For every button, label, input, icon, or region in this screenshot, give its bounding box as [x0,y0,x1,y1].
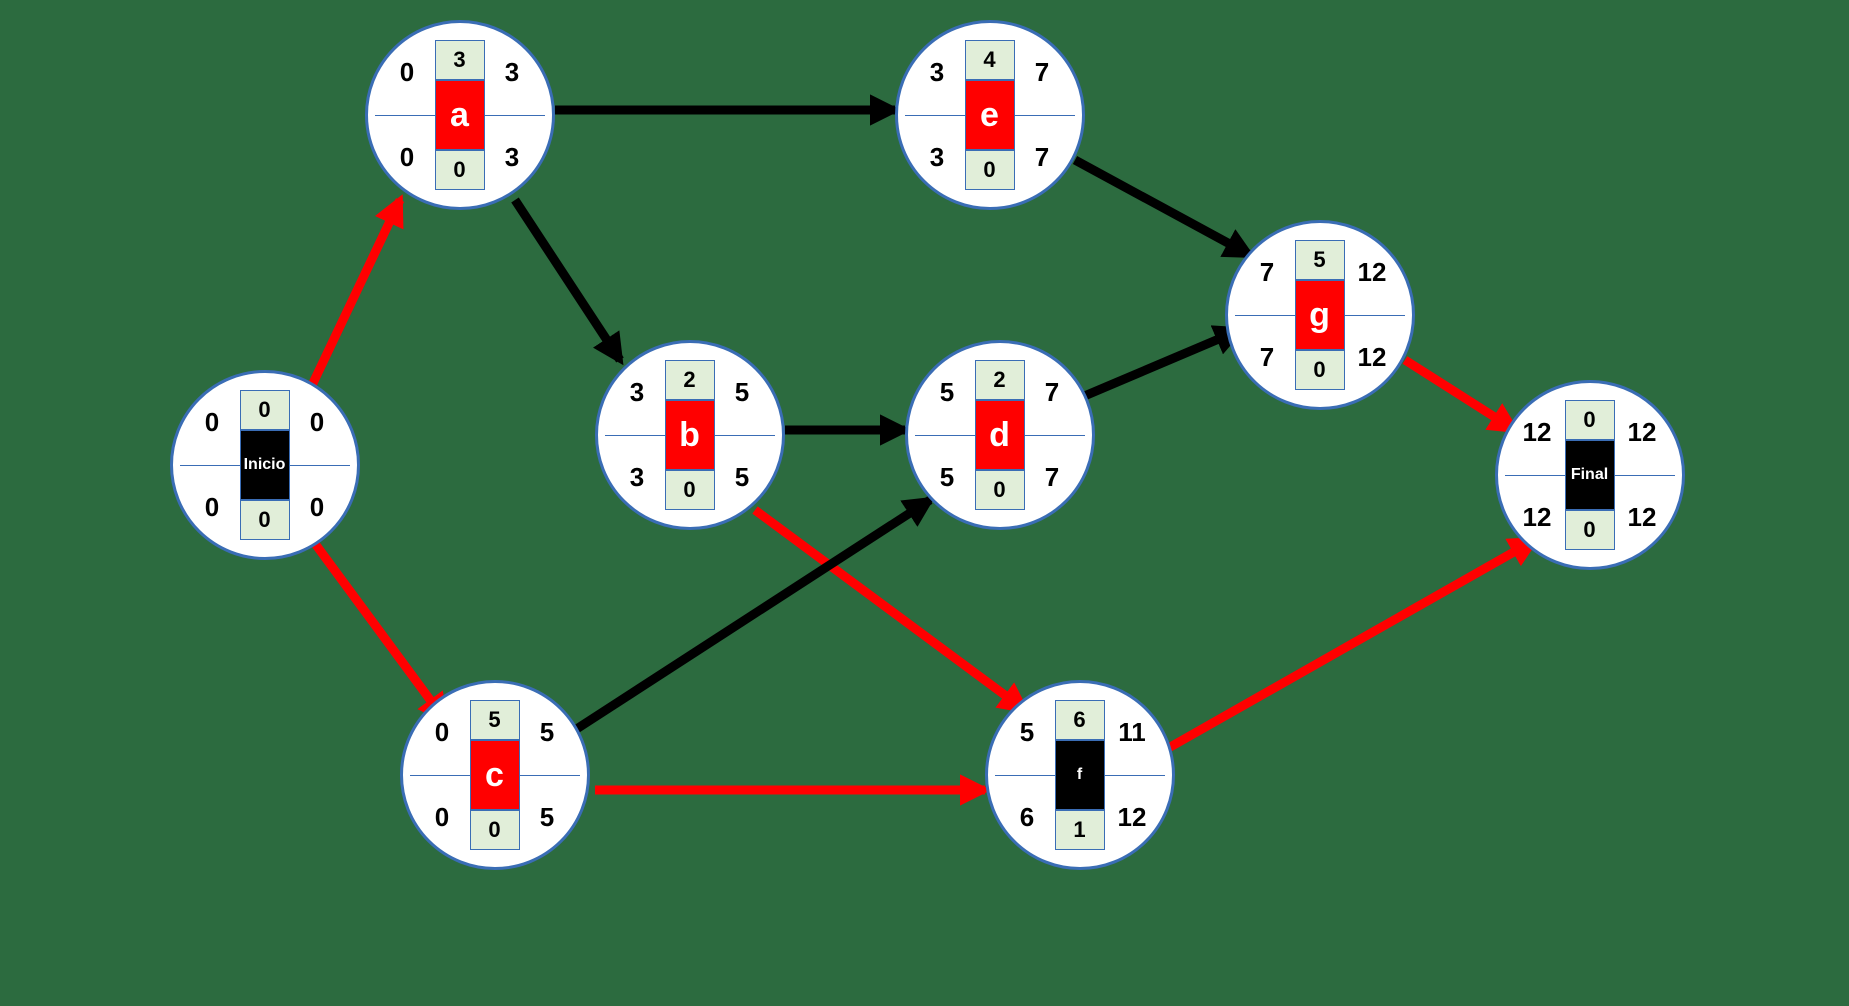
node-c-ef: 5 [520,705,575,760]
node-e-lf: 7 [1015,130,1070,185]
node-final-slack: 0 [1565,510,1615,550]
node-c-lf: 5 [520,790,575,845]
node-inicio-slack: 0 [240,500,290,540]
node-inicio-lf: 0 [290,480,345,535]
node-b-es: 3 [610,365,665,420]
node-c-es: 0 [415,705,470,760]
node-b-ef: 5 [715,365,770,420]
node-inicio-lbl: Inicio [240,430,290,500]
diagram-canvas: 00Inicio000030a030320b353550c050520d5757… [155,0,1695,842]
node-a-dur: 3 [435,40,485,80]
node-d-slack: 0 [975,470,1025,510]
node-final-dur: 0 [1565,400,1615,440]
node-e-slack: 0 [965,150,1015,190]
edge-f-final [1165,540,1535,750]
node-final-es: 12 [1510,405,1565,460]
edge-inicio-c [305,530,445,720]
node-a-ef: 3 [485,45,540,100]
edge-d-g [1075,330,1240,400]
edge-e-g [1075,160,1250,255]
node-inicio-ls: 0 [185,480,240,535]
node-e-ls: 3 [910,130,965,185]
node-c-ls: 0 [415,790,470,845]
edge-inicio-a [305,200,400,400]
node-d-ls: 5 [920,450,975,505]
node-e-ef: 7 [1015,45,1070,100]
node-b-ls: 3 [610,450,665,505]
node-d: 2 0d5757 [905,340,1095,530]
node-final-lf: 12 [1615,490,1670,545]
node-a-lf: 3 [485,130,540,185]
node-b-lf: 5 [715,450,770,505]
node-final-ef: 12 [1615,405,1670,460]
node-g-ef: 12 [1345,245,1400,300]
edge-g-final [1405,360,1515,430]
node-g-slack: 0 [1295,350,1345,390]
node-g-dur: 5 [1295,240,1345,280]
node-b-slack: 0 [665,470,715,510]
node-g-ls: 7 [1240,330,1295,385]
node-b: 2 0b3535 [595,340,785,530]
node-f-ef: 11 [1105,705,1160,760]
node-g: 5 0g7 12 7 12 [1225,220,1415,410]
node-b-dur: 2 [665,360,715,400]
node-f-ls: 6 [1000,790,1055,845]
node-a-slack: 0 [435,150,485,190]
node-inicio-es: 0 [185,395,240,450]
node-c-dur: 5 [470,700,520,740]
node-a-es: 0 [380,45,435,100]
node-d-es: 5 [920,365,975,420]
node-f: 61f511612 [985,680,1175,870]
node-e-dur: 4 [965,40,1015,80]
node-inicio-dur: 0 [240,390,290,430]
node-f-lf: 12 [1105,790,1160,845]
node-d-lbl: d [975,400,1025,470]
node-f-dur: 6 [1055,700,1105,740]
node-a: 30a0303 [365,20,555,210]
node-a-lbl: a [435,80,485,150]
node-b-lbl: b [665,400,715,470]
node-d-dur: 2 [975,360,1025,400]
node-final-lbl: Final [1565,440,1615,510]
node-f-es: 5 [1000,705,1055,760]
node-e-lbl: e [965,80,1015,150]
node-c: 50c0505 [400,680,590,870]
node-c-lbl: c [470,740,520,810]
node-final: 0 0Final12 12 12 12 [1495,380,1685,570]
node-f-slack: 1 [1055,810,1105,850]
node-final-ls: 12 [1510,490,1565,545]
edge-b-f [755,510,1025,710]
node-a-ls: 0 [380,130,435,185]
node-c-slack: 0 [470,810,520,850]
node-inicio-ef: 0 [290,395,345,450]
node-e-es: 3 [910,45,965,100]
edge-c-d [575,500,930,730]
node-g-lbl: g [1295,280,1345,350]
node-d-lf: 7 [1025,450,1080,505]
node-inicio: 00Inicio0000 [170,370,360,560]
node-d-ef: 7 [1025,365,1080,420]
node-g-lf: 12 [1345,330,1400,385]
node-f-lbl: f [1055,740,1105,810]
edge-a-b [515,200,620,360]
node-g-es: 7 [1240,245,1295,300]
node-e: 4 0e3737 [895,20,1085,210]
